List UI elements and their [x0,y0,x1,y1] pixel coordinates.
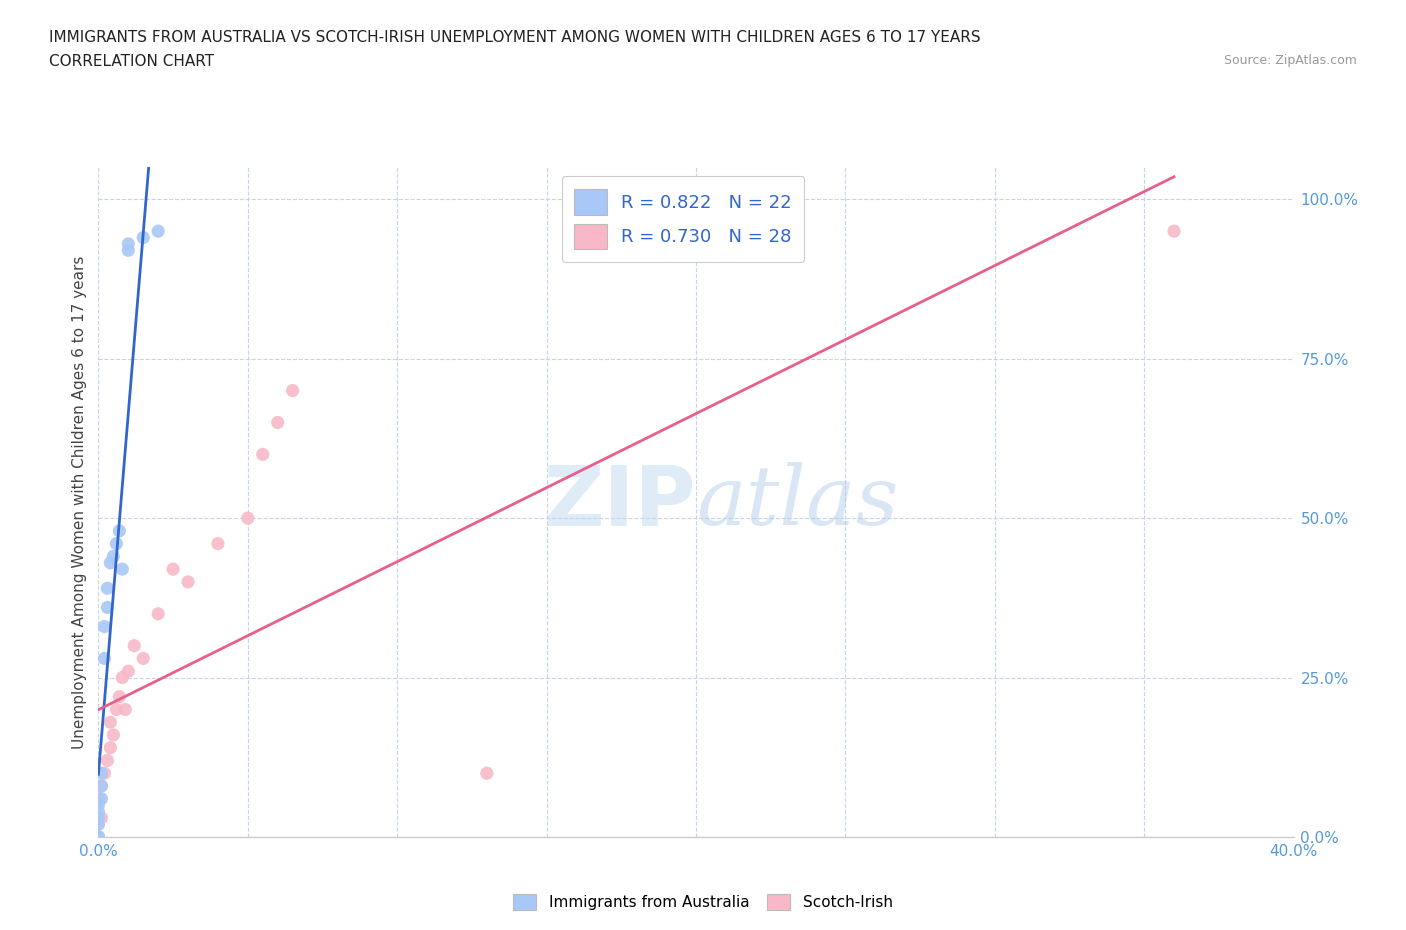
Point [98,740,122,755]
Point [281,383,304,398]
Text: Source: ZipAtlas.com: Source: ZipAtlas.com [1223,54,1357,67]
Point [87,830,110,844]
Point [90,765,112,780]
Point [252,447,274,462]
Point [98,555,122,570]
Point [87,791,110,806]
Point [108,689,131,704]
Point [93,619,115,634]
Point [87,804,110,819]
Legend: R = 0.822   N = 22, R = 0.730   N = 28: R = 0.822 N = 22, R = 0.730 N = 28 [561,177,804,262]
Point [90,778,112,793]
Point [177,575,200,590]
Point [93,651,115,666]
Point [87,817,110,831]
Point [132,651,155,666]
Point [1163,224,1185,239]
Point [132,230,155,245]
Text: atlas: atlas [696,462,898,542]
Point [87,830,110,844]
Point [103,549,125,564]
Point [124,638,146,653]
Point [108,524,131,538]
Text: CORRELATION CHART: CORRELATION CHART [49,54,214,69]
Y-axis label: Unemployment Among Women with Children Ages 6 to 17 years: Unemployment Among Women with Children A… [72,256,87,749]
Point [117,664,139,679]
Text: IMMIGRANTS FROM AUSTRALIA VS SCOTCH-IRISH UNEMPLOYMENT AMONG WOMEN WITH CHILDREN: IMMIGRANTS FROM AUSTRALIA VS SCOTCH-IRIS… [49,30,981,45]
Point [93,765,115,780]
Point [105,702,128,717]
Point [90,810,112,825]
Point [96,581,118,596]
Text: ZIP: ZIP [544,461,696,543]
Point [148,224,170,239]
Point [87,798,110,813]
Point [236,511,259,525]
Point [117,236,139,251]
Point [87,810,110,825]
Point [87,817,110,831]
Point [207,537,229,551]
Point [162,562,184,577]
Point [103,727,125,742]
Point [117,243,139,258]
Point [96,753,118,768]
Point [148,606,170,621]
Point [111,671,134,685]
Point [267,415,290,430]
Point [105,537,128,551]
Point [87,830,110,844]
Point [87,830,110,844]
Point [98,715,122,730]
Point [111,562,134,577]
Point [475,765,498,780]
Point [96,600,118,615]
Point [114,702,136,717]
Legend: Immigrants from Australia, Scotch-Irish: Immigrants from Australia, Scotch-Irish [506,886,900,918]
Point [90,778,112,793]
Point [90,791,112,806]
